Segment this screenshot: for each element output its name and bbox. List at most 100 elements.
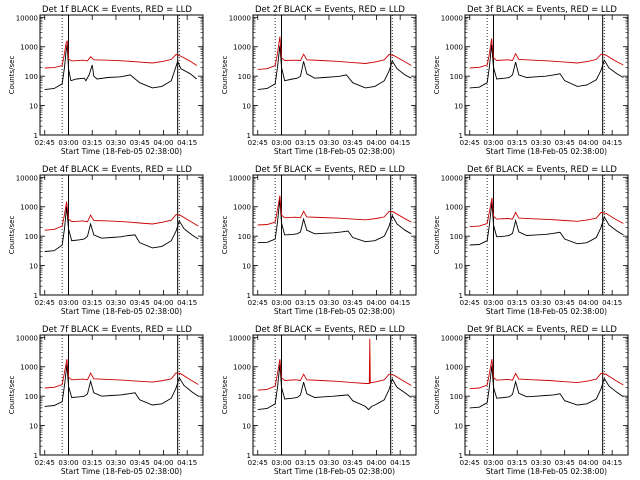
x-axis-label: Start Time (18-Feb-05 02:38:00): [486, 147, 607, 156]
y-tick-label: 10: [242, 103, 251, 111]
x-axis-label: Start Time (18-Feb-05 02:38:00): [274, 147, 395, 156]
y-tick-label: 100: [25, 73, 38, 81]
plot-frame: [39, 174, 204, 296]
x-tick-label: 03:15: [507, 299, 527, 307]
x-tick-label: 03:30: [106, 459, 126, 467]
x-tick-label: 02:45: [248, 299, 268, 307]
y-tick-label: 1000: [445, 364, 463, 372]
x-axis-label: Start Time (18-Feb-05 02:38:00): [274, 467, 395, 476]
x-tick-label: 04:15: [390, 299, 410, 307]
y-tick-label: 1: [247, 292, 251, 300]
x-tick-label: 03:00: [271, 139, 291, 147]
chart-title: Det 6f BLACK = Events, RED = LLD: [467, 165, 617, 175]
series-line-events: [257, 45, 412, 91]
x-tick-label: 03:30: [319, 459, 339, 467]
plot-frame: [252, 174, 417, 296]
x-tick-label: 02:45: [248, 139, 268, 147]
chart-title: Det 7f BLACK = Events, RED = LLD: [42, 325, 192, 335]
x-tick-label: 02:45: [460, 459, 480, 467]
y-tick-label: 100: [238, 73, 251, 81]
y-tick-label: 100: [238, 393, 251, 401]
chart-title: Det 2f BLACK = Events, RED = LLD: [255, 5, 405, 15]
y-tick-label: 10: [29, 423, 38, 431]
y-axis-label: Counts/sec: [433, 376, 441, 415]
x-tick-label: 04:15: [177, 459, 197, 467]
x-tick-label: 02:45: [35, 299, 55, 307]
x-tick-label: 04:00: [578, 299, 598, 307]
series-line-lld: [44, 40, 197, 69]
y-tick-label: 10000: [441, 334, 463, 342]
y-tick-label: 10000: [229, 334, 251, 342]
series-line-events: [44, 364, 199, 407]
y-tick-label: 10: [242, 423, 251, 431]
series-line-lld: [44, 201, 199, 231]
x-tick-label: 02:45: [460, 299, 480, 307]
x-tick-label: 03:00: [58, 459, 78, 467]
x-tick-label: 03:00: [483, 299, 503, 307]
plot-frame: [464, 14, 629, 136]
plot-frame: [464, 174, 629, 296]
chart-panel: Det 8f BLACK = Events, RED = LLD 1 10 100 10…: [221, 325, 417, 476]
chart-panel: Det 1f BLACK = Events, RED = LLD 1 10 100 10…: [8, 5, 204, 156]
y-tick-label: 10000: [441, 174, 463, 182]
x-tick-label: 04:15: [390, 139, 410, 147]
x-tick-label: 03:45: [555, 299, 575, 307]
series-line-lld: [44, 359, 199, 389]
y-tick-label: 1: [34, 292, 38, 300]
y-tick-label: 1000: [20, 364, 38, 372]
y-axis-label: Counts/sec: [221, 216, 229, 255]
y-tick-label: 10000: [441, 14, 463, 22]
series-line-lld: [469, 197, 624, 228]
x-tick-label: 03:00: [483, 459, 503, 467]
x-tick-label: 03:45: [130, 459, 150, 467]
y-tick-label: 10: [454, 263, 463, 271]
chart-panel: Det 6f BLACK = Events, RED = LLD 1 10 100 10…: [433, 165, 629, 316]
x-tick-label: 03:15: [82, 459, 102, 467]
y-tick-label: 10000: [16, 174, 38, 182]
y-tick-label: 1000: [233, 204, 251, 212]
chart-title: Det 3f BLACK = Events, RED = LLD: [467, 5, 617, 15]
series-line-lld: [469, 359, 624, 390]
x-axis-label: Start Time (18-Feb-05 02:38:00): [486, 467, 607, 476]
x-axis-label: Start Time (18-Feb-05 02:38:00): [274, 307, 395, 316]
x-tick-label: 02:45: [35, 139, 55, 147]
chart-panel: Det 2f BLACK = Events, RED = LLD 1 10 100 10…: [221, 5, 417, 156]
chart-title: Det 9f BLACK = Events, RED = LLD: [467, 325, 617, 335]
x-tick-label: 04:15: [177, 139, 197, 147]
y-axis-label: Counts/sec: [8, 56, 16, 95]
x-tick-label: 03:15: [295, 459, 315, 467]
y-tick-label: 10000: [16, 334, 38, 342]
x-tick-label: 04:15: [602, 459, 622, 467]
chart-title: Det 5f BLACK = Events, RED = LLD: [255, 165, 405, 175]
x-tick-label: 03:45: [343, 459, 363, 467]
series-line-lld: [257, 36, 412, 70]
x-tick-label: 04:00: [578, 139, 598, 147]
y-axis-label: Counts/sec: [221, 376, 229, 415]
x-tick-label: 03:45: [343, 139, 363, 147]
x-tick-label: 03:30: [106, 139, 126, 147]
y-tick-label: 1000: [20, 204, 38, 212]
y-tick-label: 1000: [445, 44, 463, 52]
y-tick-label: 10: [242, 263, 251, 271]
plot-frame: [252, 334, 417, 456]
plot-frame: [39, 334, 204, 456]
chart-title: Det 4f BLACK = Events, RED = LLD: [42, 165, 192, 175]
x-tick-label: 04:00: [153, 139, 173, 147]
series-line-events: [44, 44, 197, 91]
y-tick-label: 10000: [229, 14, 251, 22]
y-tick-label: 1000: [233, 364, 251, 372]
y-axis-label: Counts/sec: [433, 216, 441, 255]
series-line-lld: [469, 38, 624, 69]
x-tick-label: 03:45: [343, 299, 363, 307]
chart-panel: Det 4f BLACK = Events, RED = LLD 1 10 100 10…: [8, 165, 204, 316]
x-tick-label: 03:30: [531, 139, 551, 147]
chart-title: Det 8f BLACK = Events, RED = LLD: [255, 325, 405, 335]
x-tick-label: 03:15: [82, 139, 102, 147]
x-tick-label: 03:45: [130, 139, 150, 147]
series-line-lld: [257, 195, 412, 226]
x-tick-label: 03:00: [271, 299, 291, 307]
y-tick-label: 1000: [233, 44, 251, 52]
y-axis-label: Counts/sec: [433, 56, 441, 95]
plot-frame: [464, 334, 629, 456]
